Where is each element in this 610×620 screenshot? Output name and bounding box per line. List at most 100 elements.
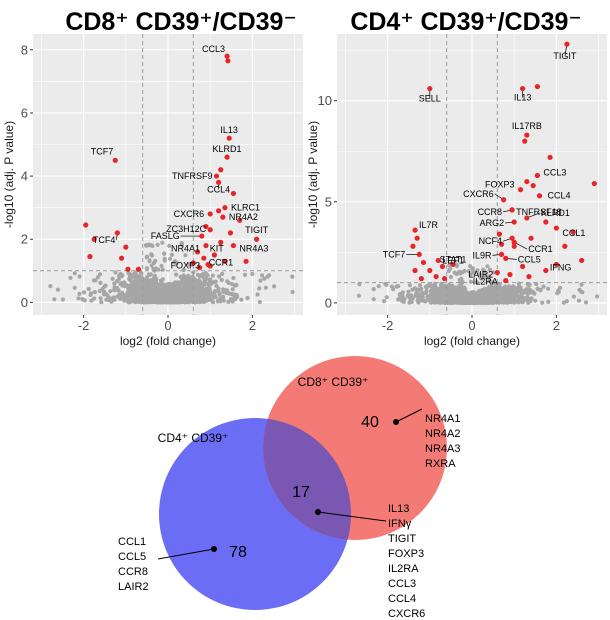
background-point xyxy=(176,295,181,300)
background-point xyxy=(578,289,584,294)
x-tick-label: 2 xyxy=(249,318,256,333)
background-point xyxy=(384,295,389,300)
background-point xyxy=(144,255,149,260)
background-point xyxy=(48,284,53,289)
background-point xyxy=(520,299,525,304)
background-point xyxy=(182,296,187,302)
background-point xyxy=(110,276,115,281)
background-point xyxy=(546,286,551,291)
background-point xyxy=(169,296,174,301)
background-point xyxy=(136,295,141,300)
background-point xyxy=(516,298,521,303)
background-point xyxy=(220,271,225,276)
background-point xyxy=(99,300,104,305)
background-point xyxy=(195,293,201,298)
background-point xyxy=(60,297,65,302)
background-point xyxy=(55,287,61,292)
x-tick-label: 0 xyxy=(164,318,171,333)
background-point xyxy=(267,273,272,278)
gene-label-nr4a3: NR4A3 xyxy=(239,244,268,254)
background-point xyxy=(257,286,262,291)
background-point xyxy=(538,288,543,293)
background-point xyxy=(86,286,91,292)
background-point xyxy=(185,276,190,281)
background-point xyxy=(595,294,600,299)
background-point xyxy=(120,283,125,288)
cd8-plot-title: CD8⁺ CD39⁺/CD39⁻ xyxy=(65,8,296,36)
background-point xyxy=(97,272,103,277)
gene-label-nr4a1: NR4A1 xyxy=(171,244,200,254)
gene-label-kit: KIT xyxy=(210,243,225,253)
background-point xyxy=(394,284,399,289)
cd8-x-axis-label: log2 (fold change) xyxy=(120,334,216,348)
background-point xyxy=(173,288,178,293)
gene-label-faslg: FASLG xyxy=(151,231,180,241)
background-point xyxy=(112,281,117,286)
background-point xyxy=(81,290,87,295)
background-point xyxy=(155,299,160,304)
background-point xyxy=(187,280,192,285)
significant-point xyxy=(216,208,222,214)
background-point xyxy=(571,294,577,299)
background-point xyxy=(108,289,113,294)
background-point xyxy=(218,296,223,301)
significant-point-tigit xyxy=(253,236,260,242)
background-point xyxy=(181,289,186,294)
background-point xyxy=(77,291,82,296)
background-point xyxy=(376,284,381,289)
background-point xyxy=(290,289,295,295)
y-tick-label: 4 xyxy=(21,169,28,184)
background-point xyxy=(221,298,226,303)
gene-label-tcf4: TCF4 xyxy=(93,235,116,245)
background-point xyxy=(68,275,73,280)
background-point xyxy=(72,271,77,276)
background-point xyxy=(389,284,395,289)
significant-point xyxy=(87,253,93,260)
background-point xyxy=(77,274,82,279)
background-point xyxy=(98,296,103,301)
background-point xyxy=(93,278,98,283)
significant-point xyxy=(201,255,207,261)
significant-point xyxy=(118,255,125,261)
background-point xyxy=(143,243,148,248)
y-tick-label: 8 xyxy=(21,42,28,57)
significant-point-nr4a3 xyxy=(230,242,236,249)
background-point xyxy=(119,274,124,279)
significant-point xyxy=(227,230,234,236)
significant-point-tcf7 xyxy=(112,157,118,163)
gene-label-tigit: TIGIT xyxy=(245,225,268,235)
background-point xyxy=(76,296,81,301)
gene-label-tnfrsf9: TNFRSF9 xyxy=(172,171,213,181)
background-point xyxy=(144,294,149,299)
significant-point-klrc1 xyxy=(222,205,228,211)
background-point xyxy=(199,287,204,293)
gene-label-klrd1: KLRD1 xyxy=(213,144,242,154)
background-point xyxy=(173,280,178,285)
background-point xyxy=(541,284,546,289)
significant-point xyxy=(135,266,142,272)
background-point xyxy=(546,299,551,304)
background-point xyxy=(217,290,222,296)
background-point xyxy=(120,294,125,299)
background-point xyxy=(92,296,97,301)
background-point xyxy=(163,283,169,288)
significant-point xyxy=(243,258,249,264)
background-point xyxy=(255,292,260,297)
background-point xyxy=(128,278,133,283)
background-point xyxy=(145,275,150,280)
background-point xyxy=(186,298,191,303)
background-point xyxy=(208,282,213,287)
background-point xyxy=(156,282,161,287)
background-point xyxy=(430,284,435,289)
significant-point xyxy=(230,190,236,197)
background-point xyxy=(172,292,177,297)
background-point xyxy=(113,270,118,275)
background-point xyxy=(211,300,216,305)
background-point xyxy=(149,252,154,257)
background-point xyxy=(144,266,149,271)
significant-point-nr4a1 xyxy=(203,242,209,249)
background-point xyxy=(168,300,173,305)
background-point xyxy=(101,292,106,297)
background-point xyxy=(82,298,87,303)
